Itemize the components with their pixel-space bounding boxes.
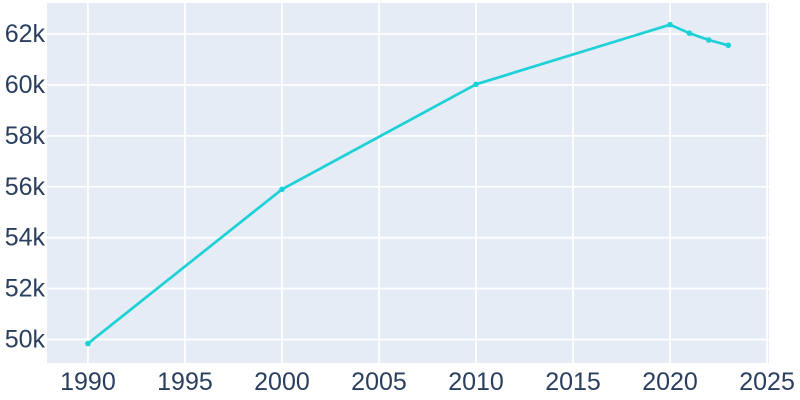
y-tick-label: 60k bbox=[5, 71, 46, 99]
data-point[interactable] bbox=[473, 81, 479, 88]
x-tick-label: 2015 bbox=[545, 368, 601, 396]
data-point[interactable] bbox=[725, 42, 732, 49]
plot-area[interactable] bbox=[47, 3, 769, 363]
x-tick-label: 1990 bbox=[60, 368, 116, 396]
y-tick-label: 56k bbox=[5, 173, 46, 201]
data-point[interactable] bbox=[279, 186, 285, 193]
data-point[interactable] bbox=[706, 37, 712, 43]
x-tick-label: 2020 bbox=[642, 368, 698, 396]
x-tick-label: 2000 bbox=[254, 368, 310, 396]
y-tick-label: 50k bbox=[5, 326, 46, 354]
x-tick-label: 2025 bbox=[739, 368, 795, 396]
y-tick-label: 52k bbox=[5, 275, 46, 303]
data-point[interactable] bbox=[667, 21, 673, 28]
data-point[interactable] bbox=[686, 30, 693, 36]
y-tick-label: 54k bbox=[5, 224, 46, 252]
x-tick-label: 2005 bbox=[351, 368, 407, 396]
y-tick-label: 62k bbox=[5, 20, 46, 48]
x-tick-label: 2010 bbox=[448, 368, 504, 396]
x-tick-label: 1995 bbox=[157, 368, 213, 396]
data-point[interactable] bbox=[85, 340, 91, 347]
y-tick-label: 58k bbox=[5, 122, 46, 150]
